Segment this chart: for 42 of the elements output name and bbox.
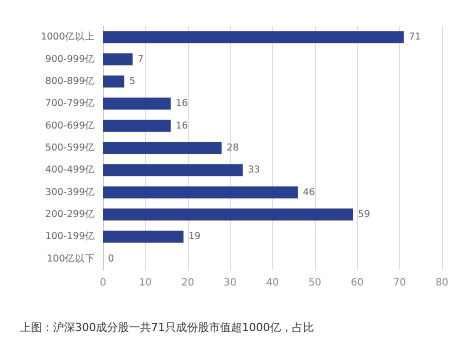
bar: [103, 142, 222, 154]
bar: [103, 186, 298, 198]
data-label: 33: [248, 164, 260, 176]
bar: [103, 120, 171, 132]
bar: [103, 31, 404, 44]
x-tick-label: 80: [436, 278, 448, 288]
y-tick-label: 100-199亿: [45, 231, 95, 242]
y-tick-label: 1000亿以上: [40, 30, 95, 43]
data-label: 46: [302, 186, 316, 198]
data-label: 0: [108, 253, 114, 264]
y-tick-label: 900-999亿: [45, 54, 95, 65]
data-label: 16: [176, 120, 188, 132]
y-tick-label: 500-599亿: [45, 142, 95, 154]
bar: [103, 164, 243, 176]
data-label: 16: [176, 98, 188, 110]
x-tick-label: 30: [224, 278, 236, 288]
x-tick-label: 0: [100, 278, 106, 288]
data-label: 19: [188, 231, 201, 242]
bar: [103, 53, 133, 66]
y-tick-label: 200-299亿: [45, 209, 95, 220]
x-tick-label: 60: [350, 278, 364, 288]
x-tick-label: 10: [139, 278, 152, 288]
data-label: 59: [358, 209, 370, 220]
y-tick-label: 600-699亿: [45, 120, 95, 132]
text: 上图：沪深300成分股一共71只成份股市值超1000亿，占比: [20, 321, 314, 334]
x-tick-label: 20: [181, 278, 194, 288]
y-tick-label: 300-399亿: [45, 186, 95, 198]
data-label: 71: [408, 32, 421, 43]
x-tick-label: 70: [393, 278, 406, 288]
y-tick-label: 800-899亿: [45, 76, 95, 87]
y-tick-label: 400-499亿: [45, 164, 95, 176]
data-label: 28: [226, 142, 239, 154]
data-label: 7: [138, 54, 144, 65]
bar: [103, 75, 124, 88]
bar: [103, 230, 184, 243]
bar: [103, 208, 354, 221]
y-tick-label: 100亿以下: [46, 252, 95, 264]
data-label: 5: [129, 76, 136, 87]
x-tick-label: 40: [266, 278, 279, 288]
x-tick-label: 50: [308, 278, 322, 288]
y-tick-label: 700-799亿: [45, 98, 95, 110]
bar: [103, 98, 171, 110]
